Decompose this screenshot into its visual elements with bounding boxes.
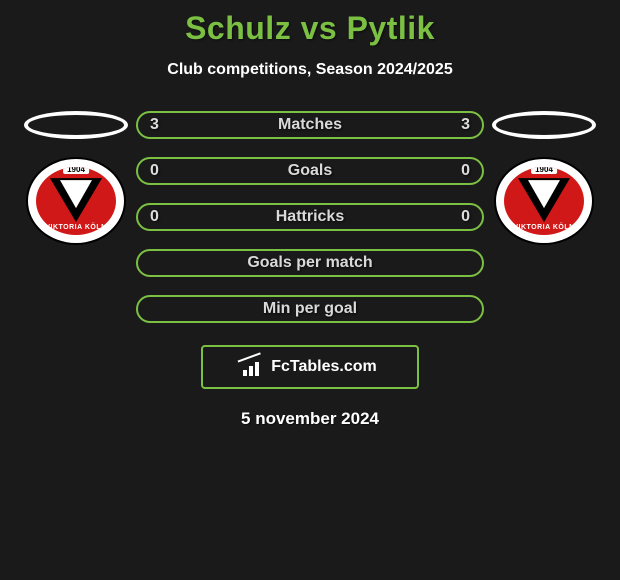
stat-row-goals-per-match: Goals per match	[136, 249, 484, 277]
stat-right-value: 3	[461, 116, 470, 134]
date-label: 5 november 2024	[0, 409, 620, 429]
stat-left-value: 0	[150, 208, 159, 226]
stat-row-min-per-goal: Min per goal	[136, 295, 484, 323]
content-row: 1904 VIKTORIA KÖLN 3 Matches 3 0 Goals 0…	[0, 111, 620, 323]
stat-label: Min per goal	[263, 300, 357, 318]
stat-left-value: 3	[150, 116, 159, 134]
badge-year: 1904	[531, 165, 557, 174]
badge-inner-disc: 1904 VIKTORIA KÖLN	[34, 165, 118, 237]
subtitle: Club competitions, Season 2024/2025	[0, 61, 620, 79]
right-player-col: 1904 VIKTORIA KÖLN	[484, 111, 604, 245]
stat-right-value: 0	[461, 208, 470, 226]
right-club-badge: 1904 VIKTORIA KÖLN	[494, 157, 594, 245]
bar-chart-icon	[243, 358, 265, 376]
stats-list: 3 Matches 3 0 Goals 0 0 Hattricks 0 Goal…	[136, 111, 484, 323]
stat-row-hattricks: 0 Hattricks 0	[136, 203, 484, 231]
stat-label: Hattricks	[276, 208, 344, 226]
brand-badge: FcTables.com	[201, 345, 419, 389]
stat-label: Goals	[288, 162, 332, 180]
badge-year: 1904	[63, 165, 89, 174]
stat-right-value: 0	[461, 162, 470, 180]
badge-club-name: VIKTORIA KÖLN	[504, 224, 584, 231]
badge-club-name: VIKTORIA KÖLN	[36, 224, 116, 231]
infographic-card: Schulz vs Pytlik Club competitions, Seas…	[0, 0, 620, 448]
left-club-badge: 1904 VIKTORIA KÖLN	[26, 157, 126, 245]
badge-inner-disc: 1904 VIKTORIA KÖLN	[502, 165, 586, 237]
stat-label: Matches	[278, 116, 342, 134]
left-player-ellipse-icon	[24, 111, 128, 139]
right-player-ellipse-icon	[492, 111, 596, 139]
stat-label: Goals per match	[247, 254, 372, 272]
badge-v-icon	[518, 178, 570, 222]
stat-row-matches: 3 Matches 3	[136, 111, 484, 139]
page-title: Schulz vs Pytlik	[0, 0, 620, 47]
stat-left-value: 0	[150, 162, 159, 180]
stat-row-goals: 0 Goals 0	[136, 157, 484, 185]
badge-v-icon	[50, 178, 102, 222]
brand-text: FcTables.com	[271, 358, 377, 376]
left-player-col: 1904 VIKTORIA KÖLN	[16, 111, 136, 245]
